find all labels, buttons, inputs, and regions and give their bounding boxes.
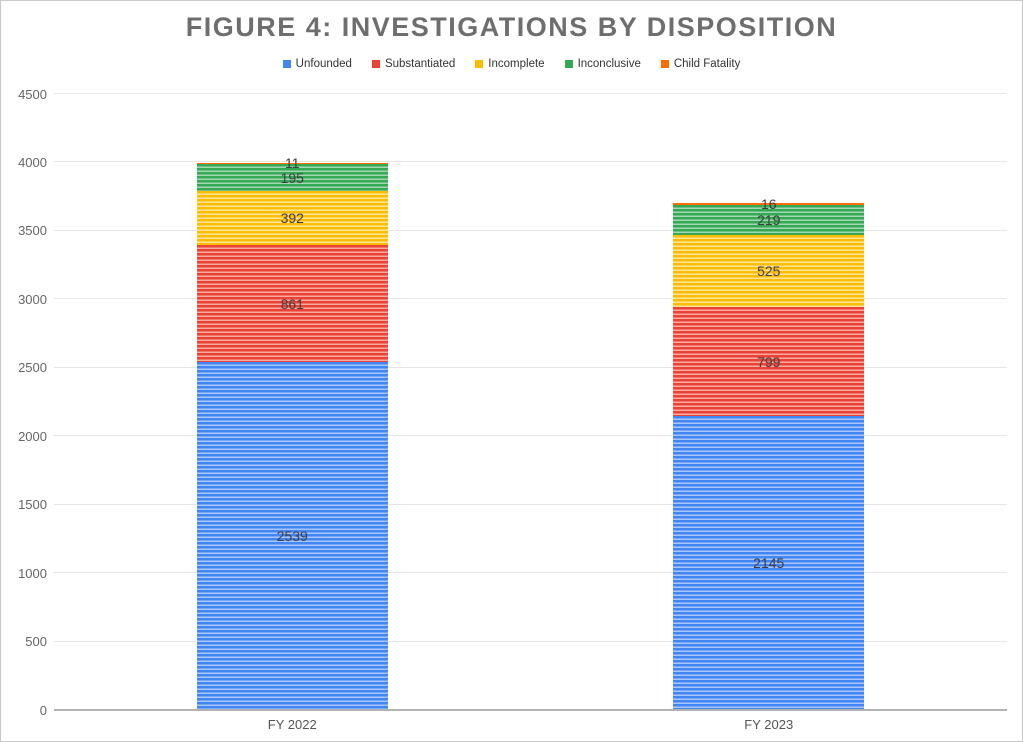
chart-legend: Unfounded Substantiated Incomplete Inconclu… xyxy=(1,58,1022,70)
bar-segment-fy-2023-unfounded: 2145 xyxy=(673,416,865,710)
y-axis-tick-4000: 4000 xyxy=(18,154,47,170)
y-axis-tick-0: 0 xyxy=(39,702,47,718)
legend-marker-unfounded-icon xyxy=(282,60,291,68)
legend-item-child-fatality: Child Fatality xyxy=(660,58,741,70)
legend-label-incomplete: Incomplete xyxy=(488,58,545,70)
value-label-fy-2022-incomplete: 392 xyxy=(280,209,304,226)
legend-marker-child-fatality-icon xyxy=(660,60,669,68)
y-axis-tick-4500: 4500 xyxy=(18,86,47,102)
bar-fy-2022: 2539 861 392 195 11 xyxy=(196,156,388,710)
bar-fy-2023: 2145 799 525 219 16 xyxy=(673,197,865,710)
gridline-4000 xyxy=(54,161,1007,162)
bar-segment-fy-2022-unfounded: 2539 xyxy=(196,362,388,710)
value-label-fy-2023-unfounded: 2145 xyxy=(753,555,785,572)
x-axis-label-fy-2022: FY 2022 xyxy=(267,717,317,732)
value-label-fy-2023-substantiated: 799 xyxy=(757,353,781,370)
y-axis-tick-500: 500 xyxy=(25,634,47,650)
y-axis-tick-1000: 1000 xyxy=(18,565,47,581)
y-axis-tick-1500: 1500 xyxy=(18,497,47,513)
gridline-1000 xyxy=(54,572,1007,573)
legend-label-substantiated: Substantiated xyxy=(384,58,456,70)
gridline-2000 xyxy=(54,435,1007,436)
legend-item-incomplete: Incomplete xyxy=(475,58,545,70)
plot-area: 0 500 1000 1500 2000 2500 3000 3500 4000 4500 2539… xyxy=(18,87,1007,718)
legend-label-inconclusive: Inconclusive xyxy=(577,58,641,70)
gridline-1500 xyxy=(54,504,1007,505)
chart-title: FIGURE 4: INVESTIGATIONS BY DISPOSITION xyxy=(185,12,838,42)
legend-item-unfounded: Unfounded xyxy=(282,58,352,70)
gridline-2500 xyxy=(54,367,1007,368)
gridline-3000 xyxy=(54,298,1007,299)
bar-segment-fy-2022-inconclusive: 195 xyxy=(196,164,388,191)
value-label-fy-2023-incomplete: 525 xyxy=(757,263,781,280)
legend-marker-substantiated-icon xyxy=(371,60,380,68)
bar-segment-fy-2022-child-fatality: 11 xyxy=(196,156,388,170)
gridline-500 xyxy=(54,641,1007,642)
bar-segment-fy-2022-substantiated: 861 xyxy=(196,244,388,363)
gridline-3500 xyxy=(54,230,1007,231)
legend-label-unfounded: Unfounded xyxy=(295,58,352,70)
y-axis-tick-3500: 3500 xyxy=(18,223,47,239)
gridline-0 xyxy=(54,709,1007,711)
bar-segment-fy-2023-substantiated: 799 xyxy=(673,307,865,417)
legend-item-substantiated: Substantiated xyxy=(371,58,456,70)
value-label-fy-2022-unfounded: 2539 xyxy=(276,528,308,545)
value-label-fy-2022-child-fatality: 11 xyxy=(284,155,300,172)
y-axis-tick-2000: 2000 xyxy=(18,428,47,444)
y-axis-tick-3000: 3000 xyxy=(18,291,47,307)
bar-segment-fy-2023-incomplete: 525 xyxy=(673,235,865,307)
value-label-fy-2022-substantiated: 861 xyxy=(280,295,304,312)
legend-marker-inconclusive-icon xyxy=(564,60,573,68)
y-axis-tick-2500: 2500 xyxy=(18,360,47,376)
gridline-4500 xyxy=(54,93,1007,94)
x-axis-label-fy-2023: FY 2023 xyxy=(744,717,794,732)
legend-marker-incomplete-icon xyxy=(475,60,484,68)
legend-label-child-fatality: Child Fatality xyxy=(673,58,741,70)
bar-segment-fy-2023-child-fatality: 16 xyxy=(673,197,865,211)
value-label-fy-2022-inconclusive: 195 xyxy=(280,169,304,186)
value-label-fy-2023-child-fatality: 16 xyxy=(760,196,777,213)
bar-segment-fy-2022-incomplete: 392 xyxy=(196,190,388,245)
value-label-fy-2023-inconclusive: 219 xyxy=(757,212,781,229)
legend-item-inconclusive: Inconclusive xyxy=(564,58,641,70)
bar-segment-fy-2023-inconclusive: 219 xyxy=(673,205,865,236)
